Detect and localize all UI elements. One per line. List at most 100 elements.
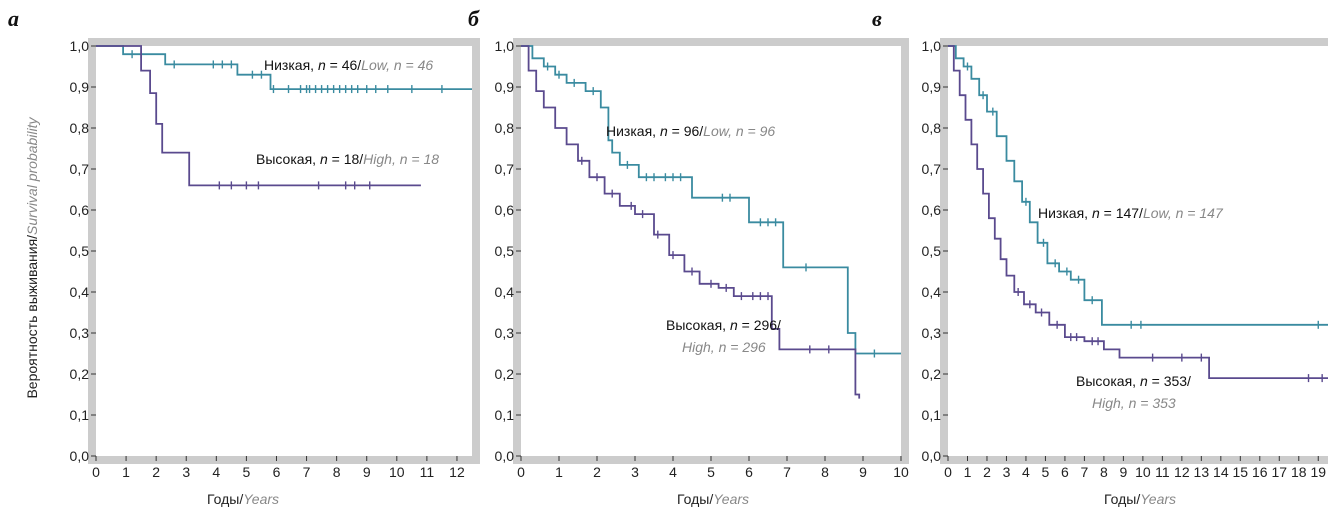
y-tick-label: 0,6	[70, 202, 90, 218]
x-tick-label: 9	[363, 464, 371, 480]
y-tick-label: 0,4	[922, 284, 942, 300]
panel-a-plot: 0,00,10,20,30,40,50,60,70,80,91,00 1 2 3 4 5 6…	[70, 38, 472, 480]
x-tick-label: 6	[745, 464, 753, 480]
y-tick-label: 0,0	[922, 448, 942, 464]
x-tick-label: 10	[893, 464, 909, 480]
x-tick-label: 6	[1061, 464, 1069, 480]
x-tick-label: 19	[1310, 464, 1326, 480]
y-tick-label: 0,9	[70, 79, 90, 95]
y-tick-label: 0,1	[922, 407, 942, 423]
x-tick-label: 4	[212, 464, 220, 480]
y-tick-label: 0,8	[922, 120, 942, 136]
x-tick-label: 8	[821, 464, 829, 480]
y-tick-label: 0,3	[495, 325, 515, 341]
x-tick-label: 0	[944, 464, 952, 480]
y-tick-label: 0,9	[495, 79, 515, 95]
panel-b-frame	[513, 38, 909, 464]
panel-c-plot: 0,0 0,1 0,2 0,3 0,4 0,5 0,6 0,7 0,8 0,9 1,0 0 1 2 3 4 5 6…	[922, 38, 1328, 480]
y-tick-label: 1,0	[495, 38, 515, 54]
panel-c-x-axis-label: Годы/Years	[1104, 491, 1176, 507]
y-tick-label: 0,4	[495, 284, 515, 300]
y-tick-label: 0,3	[70, 325, 90, 341]
x-tick-label: 15	[1233, 464, 1249, 480]
x-tick-label: 8	[1100, 464, 1108, 480]
y-tick-label: 0,7	[495, 161, 515, 177]
high-survival-curve	[521, 45, 861, 399]
x-tick-label: 5	[1042, 464, 1050, 480]
y-tick-label: 0,1	[495, 407, 515, 423]
x-tick-label: 7	[783, 464, 791, 480]
panel-c: в 0,0 0,1 0,2 0,3 0,4 0,5 0,6 0,7 0,8 0,9 1,0 0 1 2 3 4…	[872, 6, 1328, 507]
y-tick-label: 0,2	[922, 366, 942, 382]
x-tick-label: 14	[1213, 464, 1229, 480]
y-tick-label: 0,5	[495, 243, 515, 259]
panel-c-low-annotation: Низкая, n = 147/Low, n = 147	[1038, 205, 1224, 221]
x-tick-label: 5	[707, 464, 715, 480]
x-tick-label: 1	[122, 464, 130, 480]
x-tick-label: 7	[1081, 464, 1089, 480]
x-tick-label: 0	[517, 464, 525, 480]
y-axis-label-ru: Вероятность выживания	[24, 239, 40, 399]
y-tick-label: 0,2	[495, 366, 515, 382]
y-tick-label: 0,5	[922, 243, 942, 259]
low-survival-curve	[948, 45, 1328, 326]
y-tick-label: 0,3	[922, 325, 942, 341]
y-tick-label: 0,6	[922, 202, 942, 218]
x-tick-label: 5	[243, 464, 251, 480]
x-tick-label: 8	[333, 464, 341, 480]
x-tick-label: 6	[273, 464, 281, 480]
x-tick-label: 2	[152, 464, 160, 480]
y-tick-label: 1,0	[922, 38, 942, 54]
panel-a: а 0,00,10,20,30,40,50,60,70,80,91,00 1 2 3 4…	[8, 6, 480, 507]
y-axis-label-en: Survival probability	[24, 116, 40, 234]
y-tick-label: 0,7	[922, 161, 942, 177]
y-tick-label: 0,6	[495, 202, 515, 218]
y-tick-label: 0,9	[922, 79, 942, 95]
panel-c-high-annotation-en: High, n = 353	[1092, 395, 1176, 411]
panel-b: б 0,0 0,1 0,2 0,3 0,4 0,5 0,6 0,7 0,8 0,9 1,0 0 1 2 3 4…	[468, 6, 909, 507]
panel-a-frame	[88, 38, 480, 464]
x-tick-label: 9	[1119, 464, 1127, 480]
x-tick-label: 12	[1174, 464, 1190, 480]
panel-b-plot: 0,0 0,1 0,2 0,3 0,4 0,5 0,6 0,7 0,8 0,9 1,0 0 1 2 3 4 5 6…	[495, 38, 909, 480]
y-tick-label: 0,7	[70, 161, 90, 177]
y-tick-label: 0,2	[70, 366, 90, 382]
x-tick-label: 18	[1291, 464, 1307, 480]
x-tick-label: 9	[859, 464, 867, 480]
panel-b-high-annotation: Высокая, n = 296/	[666, 317, 781, 333]
y-tick-label: 0,8	[70, 120, 90, 136]
y-tick-label: 0,5	[70, 243, 90, 259]
y-tick-label: 0,8	[495, 120, 515, 136]
low-survival-curve	[96, 45, 472, 90]
y-tick-label: 0,4	[70, 284, 90, 300]
panel-a-high-annotation: Высокая, n = 18/High, n = 18	[256, 151, 439, 167]
panel-a-x-axis-label: Годы/Years	[207, 491, 279, 507]
x-tick-label: 12	[449, 464, 465, 480]
x-tick-label: 16	[1252, 464, 1268, 480]
x-tick-label: 11	[420, 464, 435, 480]
high-survival-curve	[948, 45, 1328, 379]
x-tick-label: 2	[593, 464, 601, 480]
panel-a-low-annotation: Низкая, n = 46/Low, n = 46	[264, 57, 433, 73]
low-survival-curve	[521, 45, 901, 355]
x-tick-label: 17	[1271, 464, 1287, 480]
y-tick-label: 0,1	[70, 407, 90, 423]
y-axis-label: Вероятность выживания/Survival probabili…	[24, 116, 40, 398]
panel-letter-b: б	[468, 6, 480, 31]
y-tick-label: 0,0	[495, 448, 515, 464]
x-tick-label: 3	[1003, 464, 1011, 480]
panel-b-high-annotation-en: High, n = 296	[682, 339, 766, 355]
x-tick-label: 13	[1194, 464, 1210, 480]
x-tick-label: 4	[1022, 464, 1030, 480]
panel-c-frame	[940, 38, 1328, 464]
x-tick-label: 0	[92, 464, 100, 480]
x-tick-label: 3	[182, 464, 190, 480]
x-tick-label: 10	[389, 464, 405, 480]
panel-c-high-annotation: Высокая, n = 353/	[1076, 373, 1191, 389]
y-tick-label: 1,0	[70, 38, 90, 54]
x-tick-label: 1	[555, 464, 563, 480]
x-tick-label: 7	[303, 464, 311, 480]
x-tick-label: 3	[631, 464, 639, 480]
panel-letter-c: в	[872, 6, 882, 31]
